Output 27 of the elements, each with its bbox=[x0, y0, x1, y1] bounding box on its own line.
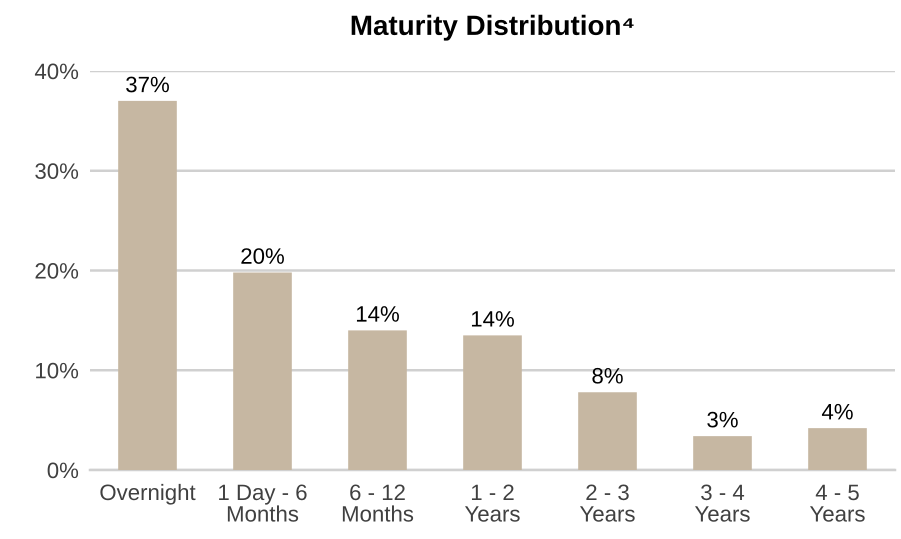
x-tick-label: 6 - 12 Months bbox=[342, 484, 414, 522]
x-tick-label: 1 Day - 6 Months bbox=[219, 484, 307, 522]
x-tick-label: 3 - 4 Years bbox=[694, 484, 750, 522]
data-label: 14% bbox=[356, 306, 399, 322]
data-label: 3% bbox=[707, 412, 738, 428]
bar bbox=[233, 272, 292, 470]
bar bbox=[578, 392, 637, 470]
bar bbox=[463, 335, 522, 470]
x-tick-label: 4 - 5 Years bbox=[810, 484, 865, 522]
data-label: 14% bbox=[472, 311, 514, 327]
y-tick-label: 10% bbox=[36, 362, 78, 379]
x-tick-label: Overnight bbox=[100, 484, 196, 505]
chart-title: Maturity Distribution⁴ bbox=[352, 14, 634, 41]
y-tick-label: 20% bbox=[36, 263, 78, 279]
bar bbox=[808, 428, 867, 470]
data-label: 8% bbox=[592, 368, 623, 384]
data-label: 4% bbox=[822, 404, 853, 420]
y-tick-label: 0% bbox=[48, 462, 78, 478]
bar bbox=[348, 330, 407, 470]
bar bbox=[118, 100, 177, 470]
data-label: 20% bbox=[241, 248, 284, 264]
bar bbox=[693, 436, 752, 470]
x-tick-label: 2 - 3 Years bbox=[580, 484, 635, 522]
y-tick-label: 30% bbox=[35, 163, 78, 180]
x-tick-label: 1 - 2 Years bbox=[464, 484, 520, 522]
y-tick-label: 40% bbox=[34, 64, 78, 80]
data-label: 37% bbox=[126, 76, 169, 92]
